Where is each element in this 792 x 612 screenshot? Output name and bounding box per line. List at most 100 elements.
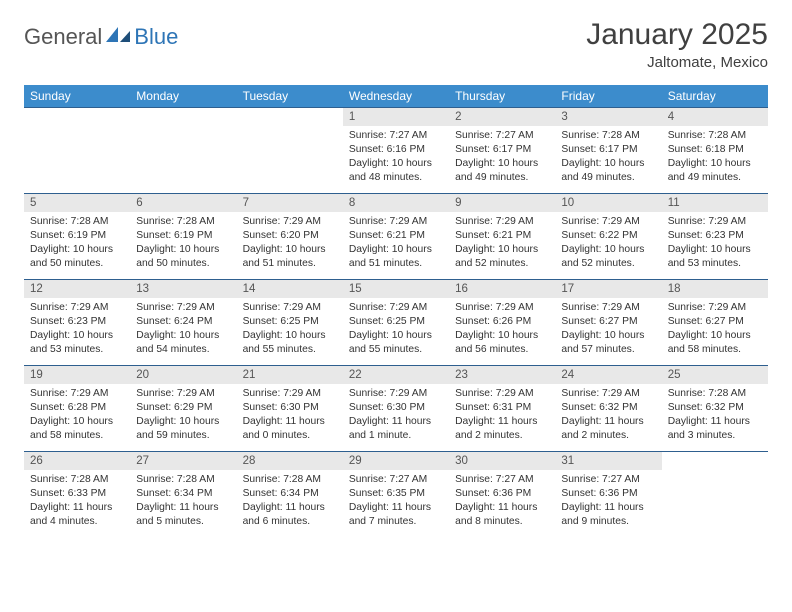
logo: General Blue: [24, 24, 178, 50]
location-label: Jaltomate, Mexico: [586, 54, 768, 71]
day-info: Sunrise: 7:28 AMSunset: 6:17 PMDaylight:…: [555, 126, 661, 187]
day-info: Sunrise: 7:27 AMSunset: 6:16 PMDaylight:…: [343, 126, 449, 187]
calendar-week-row: 5Sunrise: 7:28 AMSunset: 6:19 PMDaylight…: [24, 194, 768, 280]
day-number: 13: [130, 280, 236, 298]
day-number: 4: [662, 108, 768, 126]
day-info: Sunrise: 7:27 AMSunset: 6:36 PMDaylight:…: [449, 470, 555, 531]
calendar-week-row: 26Sunrise: 7:28 AMSunset: 6:33 PMDayligh…: [24, 452, 768, 538]
calendar-day-cell: 8Sunrise: 7:29 AMSunset: 6:21 PMDaylight…: [343, 194, 449, 280]
day-info: Sunrise: 7:29 AMSunset: 6:22 PMDaylight:…: [555, 212, 661, 273]
day-number: 16: [449, 280, 555, 298]
day-number: 12: [24, 280, 130, 298]
calendar-day-cell: 4Sunrise: 7:28 AMSunset: 6:18 PMDaylight…: [662, 108, 768, 194]
day-info: Sunrise: 7:29 AMSunset: 6:32 PMDaylight:…: [555, 384, 661, 445]
calendar-day-cell: 10Sunrise: 7:29 AMSunset: 6:22 PMDayligh…: [555, 194, 661, 280]
day-info: Sunrise: 7:29 AMSunset: 6:25 PMDaylight:…: [237, 298, 343, 359]
day-number: 6: [130, 194, 236, 212]
day-info: Sunrise: 7:29 AMSunset: 6:23 PMDaylight:…: [662, 212, 768, 273]
day-info: Sunrise: 7:29 AMSunset: 6:20 PMDaylight:…: [237, 212, 343, 273]
day-info: Sunrise: 7:29 AMSunset: 6:21 PMDaylight:…: [449, 212, 555, 273]
calendar-day-cell: 26Sunrise: 7:28 AMSunset: 6:33 PMDayligh…: [24, 452, 130, 538]
calendar-week-row: 1Sunrise: 7:27 AMSunset: 6:16 PMDaylight…: [24, 108, 768, 194]
logo-text-blue: Blue: [134, 24, 178, 50]
day-number: 7: [237, 194, 343, 212]
calendar-day-cell: 15Sunrise: 7:29 AMSunset: 6:25 PMDayligh…: [343, 280, 449, 366]
calendar-day-cell: 23Sunrise: 7:29 AMSunset: 6:31 PMDayligh…: [449, 366, 555, 452]
day-number: 10: [555, 194, 661, 212]
day-info: Sunrise: 7:27 AMSunset: 6:17 PMDaylight:…: [449, 126, 555, 187]
day-number: 20: [130, 366, 236, 384]
calendar-day-cell: [130, 108, 236, 194]
day-info: Sunrise: 7:28 AMSunset: 6:34 PMDaylight:…: [130, 470, 236, 531]
calendar-day-cell: 19Sunrise: 7:29 AMSunset: 6:28 PMDayligh…: [24, 366, 130, 452]
calendar-day-cell: 29Sunrise: 7:27 AMSunset: 6:35 PMDayligh…: [343, 452, 449, 538]
calendar-day-cell: 20Sunrise: 7:29 AMSunset: 6:29 PMDayligh…: [130, 366, 236, 452]
day-info: Sunrise: 7:29 AMSunset: 6:31 PMDaylight:…: [449, 384, 555, 445]
day-number: 18: [662, 280, 768, 298]
day-info: Sunrise: 7:29 AMSunset: 6:30 PMDaylight:…: [237, 384, 343, 445]
day-info: Sunrise: 7:29 AMSunset: 6:30 PMDaylight:…: [343, 384, 449, 445]
calendar-day-cell: 14Sunrise: 7:29 AMSunset: 6:25 PMDayligh…: [237, 280, 343, 366]
day-info: Sunrise: 7:28 AMSunset: 6:19 PMDaylight:…: [24, 212, 130, 273]
day-number: 23: [449, 366, 555, 384]
calendar-day-cell: 18Sunrise: 7:29 AMSunset: 6:27 PMDayligh…: [662, 280, 768, 366]
day-info: Sunrise: 7:29 AMSunset: 6:27 PMDaylight:…: [555, 298, 661, 359]
calendar-day-cell: 3Sunrise: 7:28 AMSunset: 6:17 PMDaylight…: [555, 108, 661, 194]
calendar-day-cell: 28Sunrise: 7:28 AMSunset: 6:34 PMDayligh…: [237, 452, 343, 538]
weekday-header: Sunday: [24, 85, 130, 108]
day-info: Sunrise: 7:29 AMSunset: 6:28 PMDaylight:…: [24, 384, 130, 445]
day-info: Sunrise: 7:28 AMSunset: 6:33 PMDaylight:…: [24, 470, 130, 531]
title-block: January 2025 Jaltomate, Mexico: [586, 18, 768, 71]
calendar-day-cell: [662, 452, 768, 538]
day-info: Sunrise: 7:29 AMSunset: 6:27 PMDaylight:…: [662, 298, 768, 359]
calendar-week-row: 12Sunrise: 7:29 AMSunset: 6:23 PMDayligh…: [24, 280, 768, 366]
calendar-day-cell: 25Sunrise: 7:28 AMSunset: 6:32 PMDayligh…: [662, 366, 768, 452]
page-header: General Blue January 2025 Jaltomate, Mex…: [24, 18, 768, 71]
calendar-day-cell: [24, 108, 130, 194]
day-number: 5: [24, 194, 130, 212]
day-number: 19: [24, 366, 130, 384]
weekday-header: Monday: [130, 85, 236, 108]
day-number: 17: [555, 280, 661, 298]
day-info: Sunrise: 7:29 AMSunset: 6:25 PMDaylight:…: [343, 298, 449, 359]
day-number: 22: [343, 366, 449, 384]
day-number: 3: [555, 108, 661, 126]
calendar-day-cell: 13Sunrise: 7:29 AMSunset: 6:24 PMDayligh…: [130, 280, 236, 366]
calendar-day-cell: 27Sunrise: 7:28 AMSunset: 6:34 PMDayligh…: [130, 452, 236, 538]
calendar-day-cell: 24Sunrise: 7:29 AMSunset: 6:32 PMDayligh…: [555, 366, 661, 452]
day-info: Sunrise: 7:27 AMSunset: 6:35 PMDaylight:…: [343, 470, 449, 531]
calendar-day-cell: 30Sunrise: 7:27 AMSunset: 6:36 PMDayligh…: [449, 452, 555, 538]
day-number: 14: [237, 280, 343, 298]
calendar-day-cell: 1Sunrise: 7:27 AMSunset: 6:16 PMDaylight…: [343, 108, 449, 194]
calendar-day-cell: 2Sunrise: 7:27 AMSunset: 6:17 PMDaylight…: [449, 108, 555, 194]
day-number: 21: [237, 366, 343, 384]
day-number: 25: [662, 366, 768, 384]
logo-text-general: General: [24, 24, 102, 50]
calendar-day-cell: 16Sunrise: 7:29 AMSunset: 6:26 PMDayligh…: [449, 280, 555, 366]
month-title: January 2025: [586, 18, 768, 52]
calendar-day-cell: 17Sunrise: 7:29 AMSunset: 6:27 PMDayligh…: [555, 280, 661, 366]
weekday-header: Saturday: [662, 85, 768, 108]
calendar-body: 1Sunrise: 7:27 AMSunset: 6:16 PMDaylight…: [24, 108, 768, 538]
day-info: Sunrise: 7:29 AMSunset: 6:29 PMDaylight:…: [130, 384, 236, 445]
calendar-day-cell: 31Sunrise: 7:27 AMSunset: 6:36 PMDayligh…: [555, 452, 661, 538]
weekday-header: Wednesday: [343, 85, 449, 108]
day-number: 27: [130, 452, 236, 470]
day-number: 29: [343, 452, 449, 470]
weekday-header: Tuesday: [237, 85, 343, 108]
day-info: Sunrise: 7:28 AMSunset: 6:18 PMDaylight:…: [662, 126, 768, 187]
day-number: 26: [24, 452, 130, 470]
day-number: 11: [662, 194, 768, 212]
day-number: 2: [449, 108, 555, 126]
day-number: 28: [237, 452, 343, 470]
day-info: Sunrise: 7:28 AMSunset: 6:34 PMDaylight:…: [237, 470, 343, 531]
calendar-header-row: Sunday Monday Tuesday Wednesday Thursday…: [24, 85, 768, 108]
calendar-day-cell: 6Sunrise: 7:28 AMSunset: 6:19 PMDaylight…: [130, 194, 236, 280]
day-info: Sunrise: 7:28 AMSunset: 6:19 PMDaylight:…: [130, 212, 236, 273]
calendar-day-cell: 5Sunrise: 7:28 AMSunset: 6:19 PMDaylight…: [24, 194, 130, 280]
calendar-day-cell: [237, 108, 343, 194]
day-info: Sunrise: 7:29 AMSunset: 6:23 PMDaylight:…: [24, 298, 130, 359]
calendar-day-cell: 21Sunrise: 7:29 AMSunset: 6:30 PMDayligh…: [237, 366, 343, 452]
calendar-day-cell: 22Sunrise: 7:29 AMSunset: 6:30 PMDayligh…: [343, 366, 449, 452]
logo-sail-icon: [106, 25, 132, 50]
